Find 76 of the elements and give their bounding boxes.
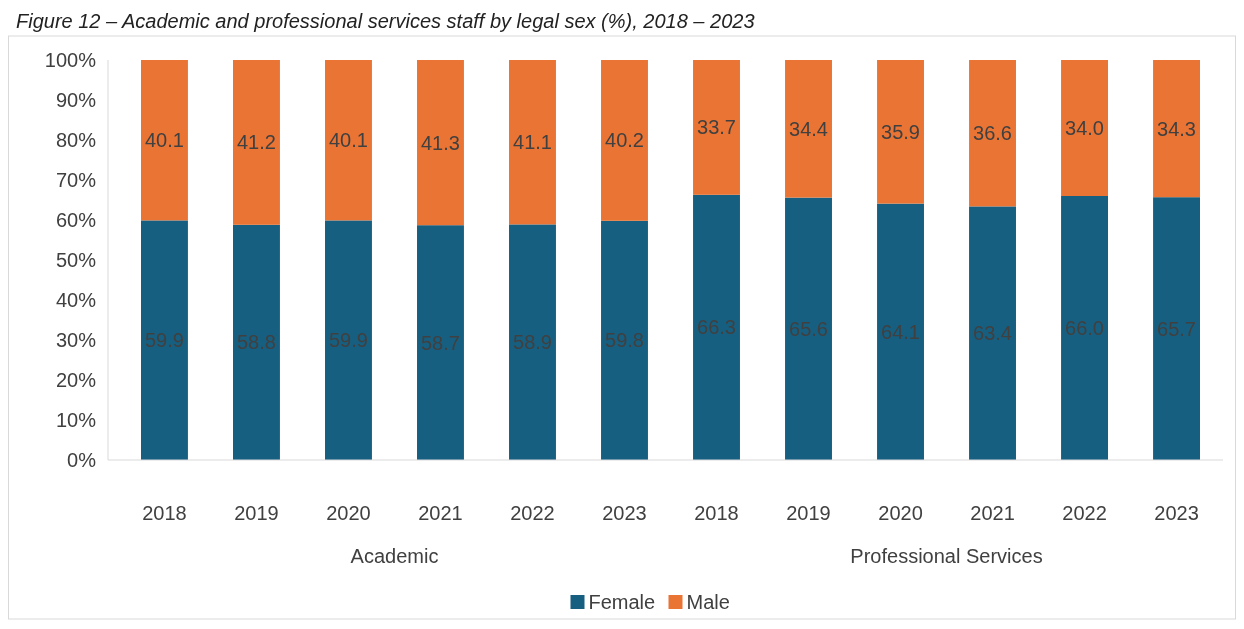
data-label: 63.4	[973, 322, 1012, 345]
y-tick-label: 10%	[55, 409, 97, 431]
y-tick-label: 100%	[44, 49, 97, 71]
data-label: 33.7	[697, 116, 736, 139]
data-label: 36.6	[973, 122, 1012, 145]
data-label: 34.3	[1157, 117, 1197, 140]
data-label: 58.7	[421, 331, 460, 354]
x-tick-label: 2020	[326, 502, 371, 524]
data-label: 35.9	[881, 120, 920, 143]
x-tick-label: 2018	[694, 502, 739, 524]
bar	[877, 60, 924, 204]
data-label: 58.9	[513, 331, 552, 354]
bar	[417, 60, 464, 226]
data-label: 41.3	[421, 131, 460, 154]
bar	[325, 60, 372, 221]
bar	[325, 220, 372, 460]
data-label: 59.9	[329, 329, 368, 352]
bar	[969, 60, 1016, 207]
legend-label: Male	[686, 591, 730, 613]
data-label: 59.9	[144, 329, 184, 352]
data-label: 59.8	[605, 329, 644, 352]
data-label: 41.2	[237, 131, 276, 154]
y-tick-label: 0%	[67, 449, 97, 471]
data-label: 58.8	[237, 331, 276, 354]
x-tick-label: 2021	[970, 502, 1015, 524]
y-tick-label: 70%	[55, 169, 97, 191]
data-label: 40.1	[329, 129, 368, 152]
data-label: 34.0	[1065, 117, 1104, 139]
data-label: 66.0	[1065, 317, 1104, 339]
x-tick-label: 2022	[1062, 502, 1107, 524]
y-tick-label: 50%	[55, 249, 97, 271]
y-tick-label: 60%	[55, 209, 97, 231]
data-label: 66.3	[697, 316, 736, 339]
data-label: 40.1	[144, 129, 184, 152]
bar	[601, 60, 648, 221]
bar	[601, 220, 648, 460]
x-tick-label: 2020	[878, 502, 923, 524]
x-tick-label: 2022	[510, 502, 555, 524]
bar	[785, 60, 832, 198]
bar	[509, 224, 556, 460]
bar	[417, 225, 464, 460]
bar	[233, 60, 280, 225]
x-tick-label: 2021	[418, 502, 463, 524]
bar	[1153, 60, 1200, 198]
bar	[1061, 60, 1108, 196]
data-label: 65.6	[789, 317, 828, 340]
legend-label: Female	[588, 591, 656, 613]
y-tick-label: 40%	[55, 289, 97, 311]
bar	[509, 60, 556, 225]
text: Professional Services	[850, 545, 1043, 567]
bar	[141, 60, 188, 221]
x-tick-label: 2019	[234, 502, 279, 524]
bar	[969, 206, 1016, 460]
x-tick-label: 2019	[786, 502, 831, 524]
bar	[785, 197, 832, 460]
bar	[233, 224, 280, 460]
y-tick-label: 80%	[55, 129, 97, 151]
y-tick-label: 30%	[55, 329, 97, 351]
data-label: 65.7	[1157, 317, 1197, 340]
bar	[141, 220, 188, 460]
chart-title: Figure 12 – Academic and professional services staff by legal sex (%), 2018 – 2023	[16, 10, 755, 32]
text: Academic	[350, 545, 439, 567]
x-tick-label: 2023	[1154, 502, 1199, 524]
data-label: 41.1	[513, 131, 552, 154]
data-label: 34.4	[789, 117, 828, 140]
y-tick-label: 90%	[55, 89, 97, 111]
x-tick-label: 2023	[602, 502, 647, 524]
bar	[1153, 197, 1200, 460]
bar	[693, 60, 740, 195]
y-tick-label: 20%	[55, 369, 97, 391]
bar	[1061, 196, 1108, 460]
bar	[877, 203, 924, 460]
x-tick-label: 2018	[142, 502, 187, 524]
data-label: 64.1	[881, 320, 920, 343]
bar	[693, 194, 740, 460]
data-label: 40.2	[605, 129, 644, 152]
